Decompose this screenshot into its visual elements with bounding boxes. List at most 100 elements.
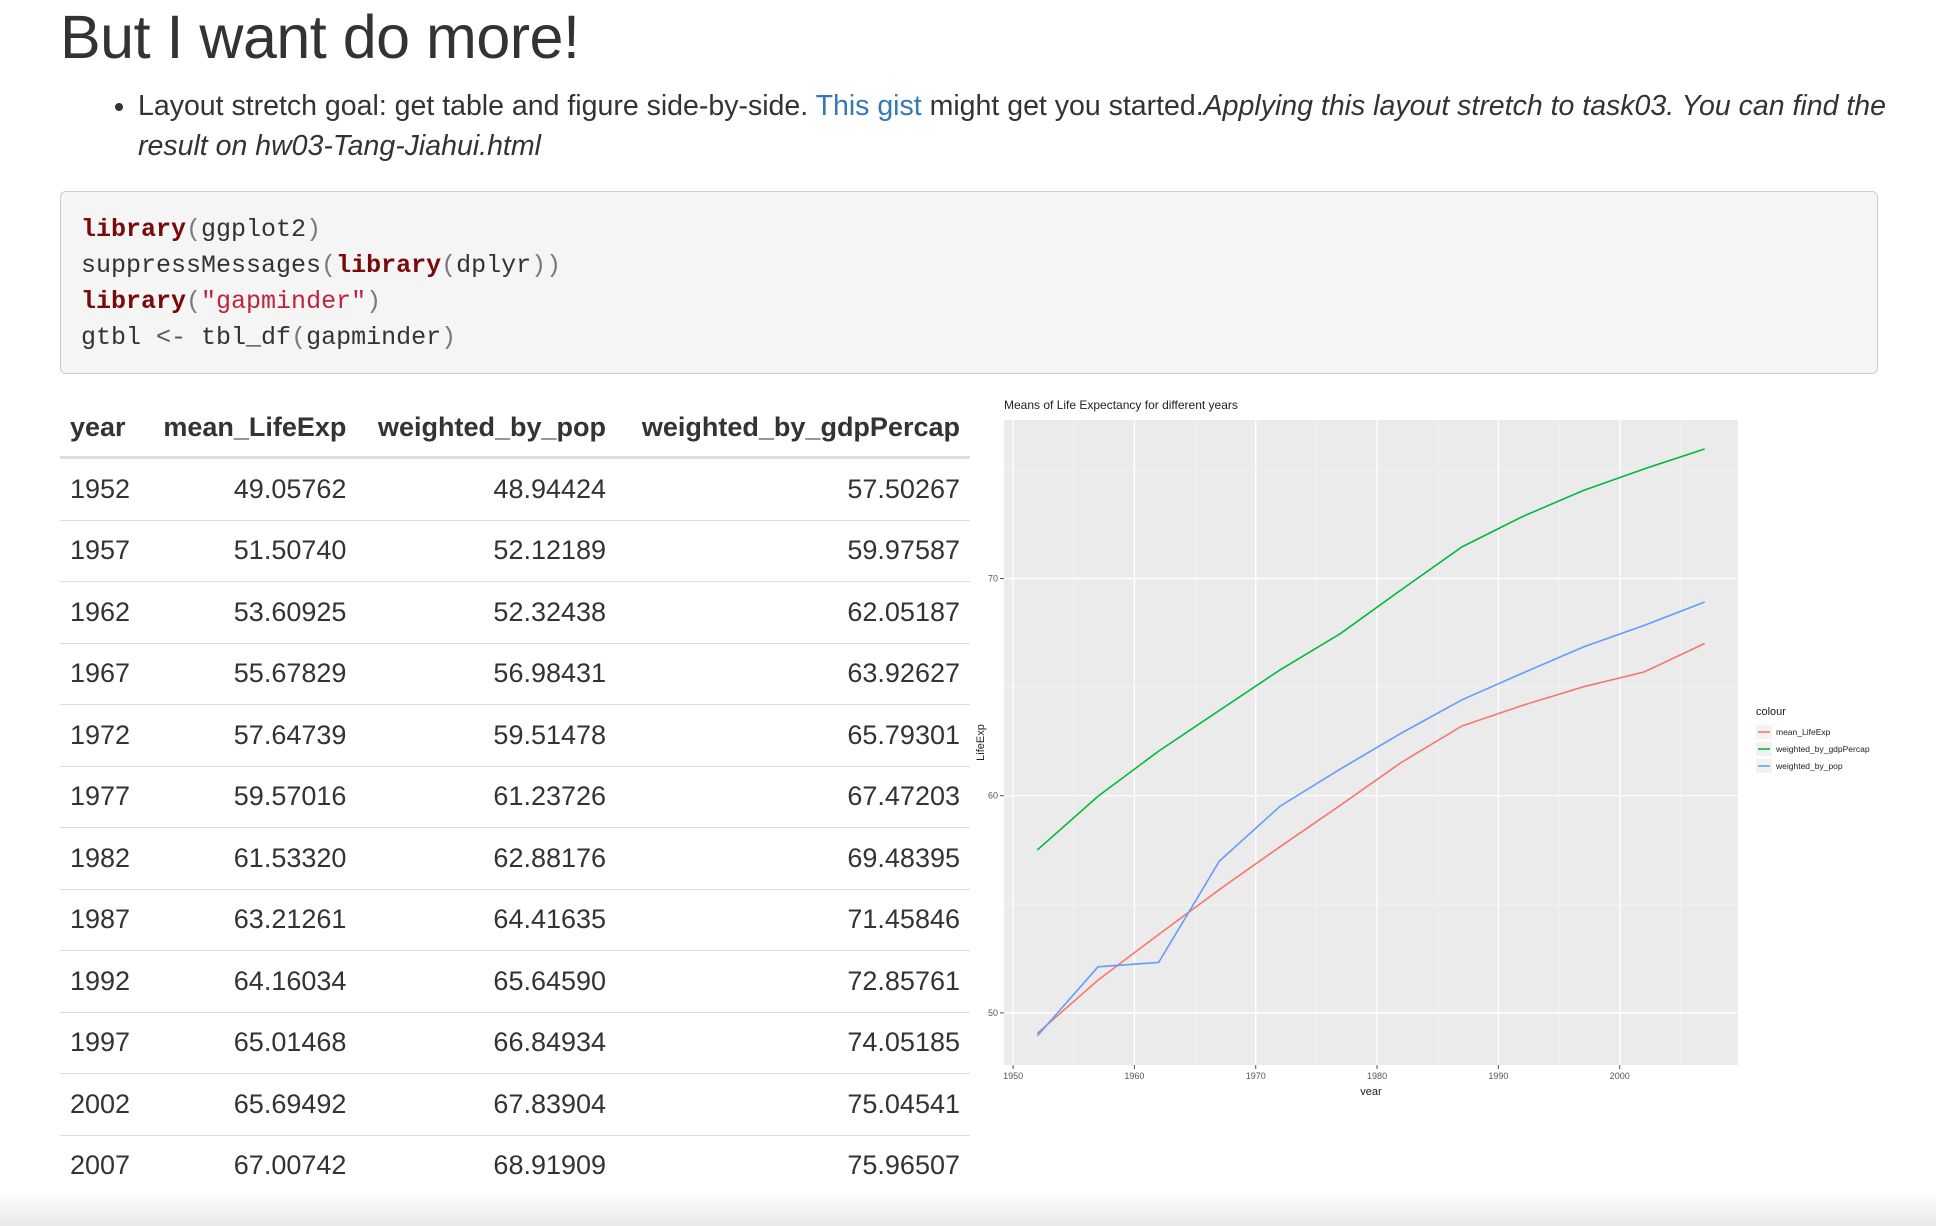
table-row: 1972 57.64739 59.51478 65.79301 [60, 704, 970, 767]
life-exp-table: year mean_LifeExp weighted_by_pop weight… [60, 398, 970, 1196]
table-cell: 59.57016 [143, 766, 357, 828]
table-cell: 62.88176 [356, 827, 617, 890]
table-cell: 1992 [60, 950, 144, 1013]
table-row: 1997 65.01468 66.84934 74.05185 [60, 1012, 970, 1074]
y-tick-label: 50 [988, 1008, 998, 1018]
code-function: tbl_df [186, 323, 292, 352]
table-cell: 56.98431 [356, 643, 617, 705]
gist-link[interactable]: This gist [815, 90, 922, 122]
code-variable: gtbl [81, 323, 157, 352]
code-keyword: library [81, 215, 187, 244]
table-cell: 64.41635 [356, 889, 617, 951]
table-row: 2007 67.00742 68.91909 75.96507 [60, 1135, 970, 1196]
table-body: 1952 49.05762 48.94424 57.50267 1957 51.50740… [60, 457, 970, 1197]
table-cell: 63.21261 [143, 889, 357, 951]
table-cell: 67.47203 [616, 766, 970, 828]
x-tick-label: 1990 [1488, 1071, 1508, 1081]
table-cell: 65.69492 [143, 1073, 357, 1136]
table-cell: 61.23726 [356, 766, 617, 828]
chart-title: Means of Life Expectancy for different y… [1004, 398, 1238, 412]
code-line-2: suppressMessages(library(dplyr)) [81, 248, 1857, 284]
table-cell: 1967 [60, 643, 144, 705]
code-line-4: gtbl <- tbl_df(gapminder) [81, 320, 1857, 356]
header-mean-lifeexp: mean_LifeExp [143, 398, 357, 459]
life-exp-chart: Means of Life Expectancy for different y… [970, 395, 1890, 1095]
table-cell: 53.60925 [143, 581, 357, 644]
table-cell: 62.05187 [616, 581, 970, 644]
table-cell: 1952 [60, 457, 144, 521]
table-cell: 72.85761 [616, 950, 970, 1013]
legend-label: mean_LifeExp [1776, 727, 1831, 737]
x-tick-label: 1960 [1124, 1071, 1144, 1081]
code-keyword: library [81, 287, 187, 316]
code-paren: ( [441, 251, 457, 280]
table-cell: 61.53320 [143, 827, 357, 890]
code-paren: ( [186, 215, 202, 244]
table-cell: 1957 [60, 520, 144, 582]
code-function: suppressMessages [81, 251, 322, 280]
table-cell: 57.64739 [143, 704, 357, 767]
code-line-3: library("gapminder") [81, 284, 1857, 320]
table-cell: 1987 [60, 889, 144, 951]
bullet-after-link-text: might get you started. [921, 90, 1204, 122]
series-line-mean-lifeexp [1036, 642, 1705, 1034]
table-cell: 2002 [60, 1073, 144, 1136]
table-row: 1952 49.05762 48.94424 57.50267 [60, 457, 970, 521]
series-line-weighted-by-gdppercap [1036, 448, 1705, 851]
table-cell: 75.96507 [847, 1150, 960, 1181]
code-paren: ) [441, 323, 457, 352]
table-cell: 2007 [70, 1150, 131, 1181]
table-row: 1977 59.57016 61.23726 67.47203 [60, 766, 970, 828]
table-cell: 57.50267 [616, 457, 970, 521]
table-cell: 1962 [60, 581, 144, 644]
code-arg: gapminder [306, 323, 442, 352]
table-cell: 65.01468 [143, 1012, 357, 1074]
table-cell: 66.84934 [356, 1012, 617, 1074]
x-axis-label: year [1360, 1086, 1382, 1095]
code-paren: ) [306, 215, 322, 244]
table-cell: 63.92627 [616, 643, 970, 705]
header-year: year [60, 398, 144, 459]
code-string: "gapminder" [201, 287, 367, 316]
table-row: 1962 53.60925 52.32438 62.05187 [60, 581, 970, 644]
table-row: 2002 65.69492 67.83904 75.04541 [60, 1073, 970, 1136]
table-cell: 64.16034 [143, 950, 357, 1013]
x-tick-label: 1980 [1367, 1071, 1387, 1081]
code-paren: )) [531, 251, 562, 280]
legend-label: weighted_by_pop [1775, 761, 1843, 771]
table-cell: 67.00742 [233, 1150, 347, 1181]
page-heading: But I want do more! [60, 3, 580, 71]
legend-label: weighted_by_gdpPercap [1775, 744, 1870, 754]
x-tick-label: 2000 [1610, 1071, 1630, 1081]
table-cell: 65.79301 [616, 704, 970, 767]
table-cell: 65.64590 [356, 950, 617, 1013]
x-tick-label: 1970 [1246, 1071, 1266, 1081]
table-row: 1992 64.16034 65.64590 72.85761 [60, 950, 970, 1013]
table-cell: 1982 [60, 827, 144, 890]
code-arg: dplyr [456, 251, 532, 280]
code-block[interactable]: library(ggplot2) suppressMessages(library… [60, 191, 1878, 374]
header-weighted-by-pop: weighted_by_pop [356, 398, 617, 459]
table-cell: 49.05762 [143, 457, 357, 521]
bullet-intro-text: Layout stretch goal: get table and figur… [138, 90, 816, 122]
y-axis-label: LifeExp [975, 724, 987, 761]
table-row: 1982 61.53320 62.88176 69.48395 [60, 827, 970, 890]
table-cell: 52.32438 [356, 581, 617, 644]
code-paren: ( [321, 251, 337, 280]
list-item: Layout stretch goal: get table and figur… [138, 86, 1936, 166]
table-cell: 55.67829 [143, 643, 357, 705]
header-weighted-by-gdppercap: weighted_by_gdpPercap [616, 398, 970, 459]
table-cell: 67.83904 [356, 1073, 617, 1136]
y-tick-label: 60 [988, 791, 998, 801]
table-cell: 1997 [60, 1012, 144, 1074]
chart-svg: Means of Life Expectancy for different y… [975, 398, 1870, 1095]
bullet-list: Layout stretch goal: get table and figur… [90, 86, 1936, 166]
plot-panel [1004, 420, 1738, 1065]
table-cell: 71.45846 [616, 889, 970, 951]
code-line-1: library(ggplot2) [81, 212, 1857, 248]
table-cell: 1977 [60, 766, 144, 828]
code-keyword: library [336, 251, 442, 280]
table-cell: 1972 [60, 704, 144, 767]
table-cell: 59.97587 [616, 520, 970, 582]
code-assign-operator: <- [156, 323, 187, 352]
